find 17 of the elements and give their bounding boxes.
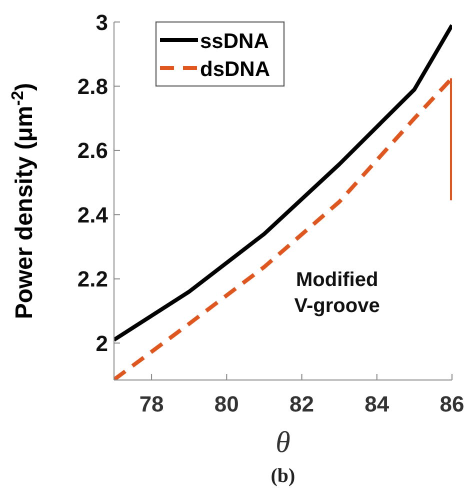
x-tick-label: 84 [364, 392, 390, 417]
line-series [114, 23, 452, 342]
y-tick-label: 2.6 [77, 138, 108, 164]
y-tick-label: 2.4 [77, 202, 109, 228]
y-tick-label: 2.2 [77, 266, 108, 292]
x-tick-label: 86 [440, 392, 464, 417]
y-tick-label: 2.8 [77, 74, 108, 100]
x-tick-label: 82 [290, 392, 314, 417]
x-tick-label: 80 [214, 392, 239, 417]
y-tick-label: 2 [96, 330, 108, 356]
legend-label: ssDNA [200, 30, 269, 53]
text: (b) [270, 465, 296, 487]
x-tick-label: 78 [139, 392, 164, 417]
x-axis-title: θ [276, 426, 291, 459]
y-tick-label: 3 [96, 10, 108, 35]
legend-label: dsDNA [200, 58, 270, 81]
annotation: Modified V-groove [294, 268, 380, 317]
